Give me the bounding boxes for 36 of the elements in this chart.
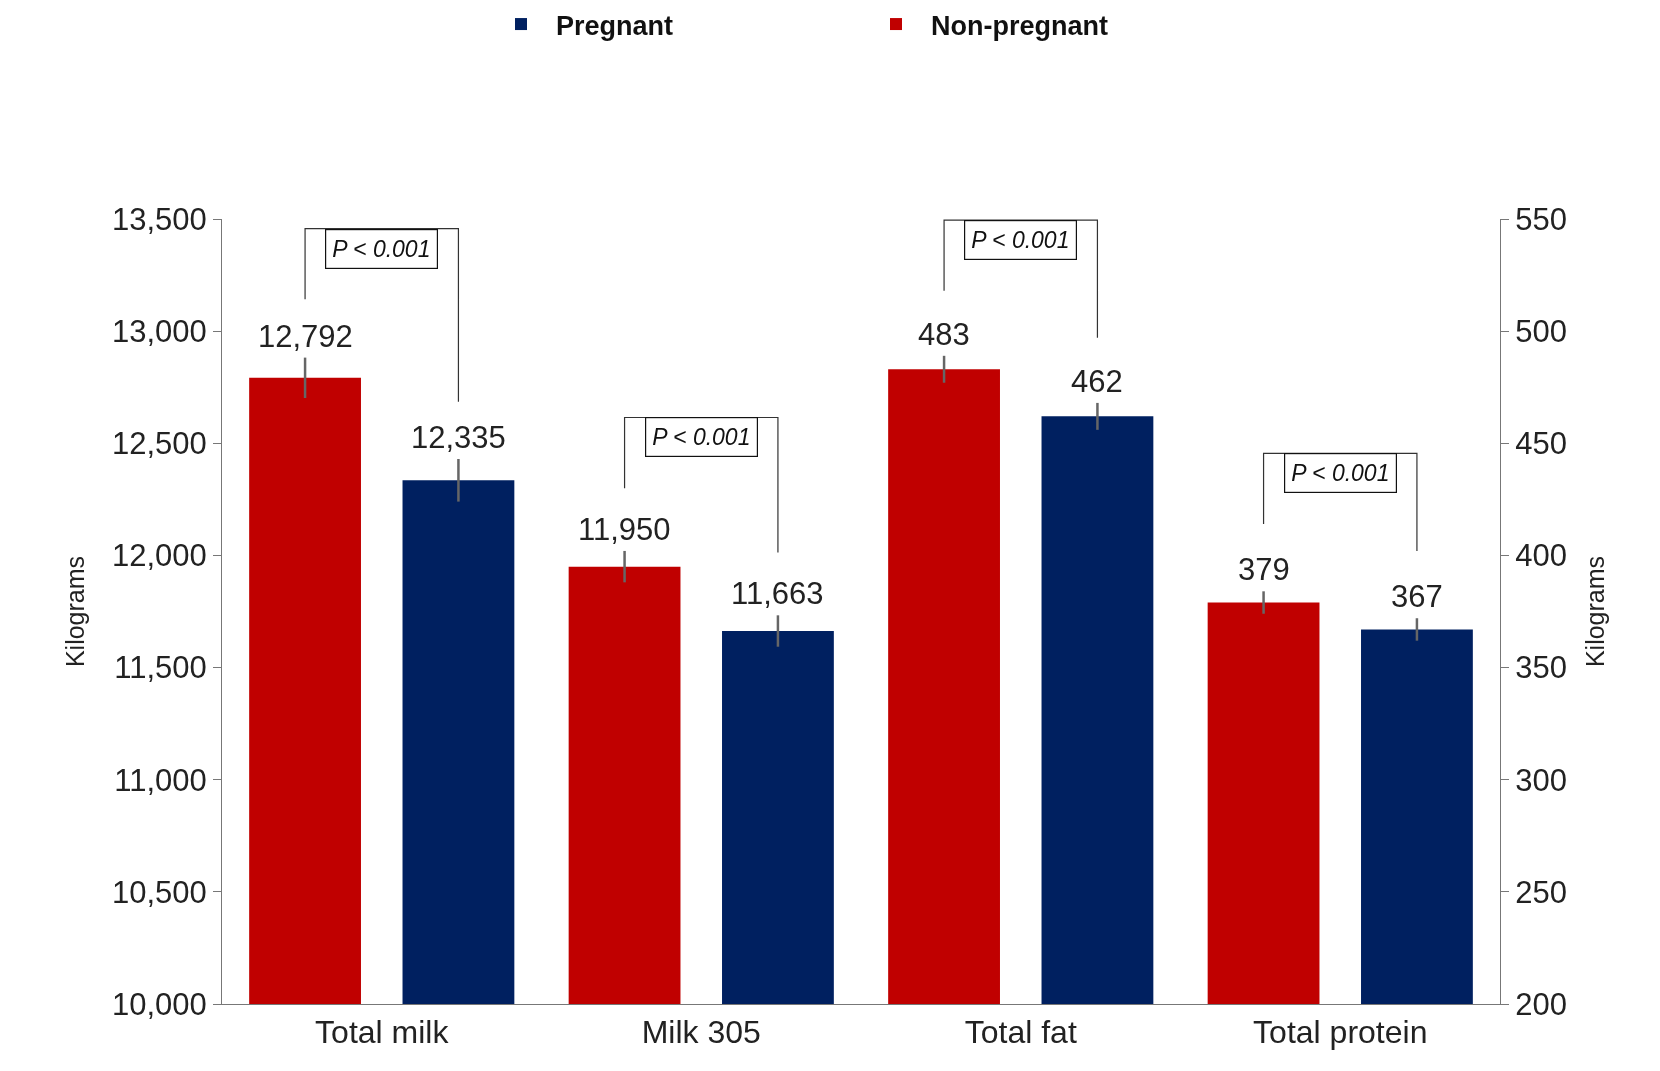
x-tick-label: Milk 305 xyxy=(641,1014,761,1051)
x-tick-label: Total milk xyxy=(315,1014,450,1051)
annotation: P < 0.001 xyxy=(1291,460,1390,487)
legend-label: Pregnant xyxy=(556,10,674,41)
x-tick-label: Total protein xyxy=(1253,1014,1428,1051)
data-label: 11,663 xyxy=(731,576,824,611)
y-tick-label: 13,500 xyxy=(111,201,207,237)
annotation: P < 0.001 xyxy=(652,424,751,451)
data-label: 12,792 xyxy=(258,319,353,354)
data-label: 462 xyxy=(1071,364,1123,399)
y2-tick-label: 250 xyxy=(1515,874,1567,910)
y2-tick-label: 400 xyxy=(1515,538,1567,574)
y2-tick-label: 300 xyxy=(1515,762,1567,798)
y-axis-title: Kilograms xyxy=(60,555,89,668)
y-tick-label: 10,000 xyxy=(111,986,207,1022)
y2-tick-label: 200 xyxy=(1515,986,1567,1022)
x-tick-label: Total fat xyxy=(964,1014,1077,1051)
y-tick-label: 11,500 xyxy=(114,650,207,686)
y-tick-label: 10,500 xyxy=(111,874,207,910)
data-label: 379 xyxy=(1238,552,1290,587)
data-label: 483 xyxy=(918,317,970,352)
y2-tick-label: 450 xyxy=(1515,426,1567,462)
y-tick-label: 12,500 xyxy=(111,426,207,462)
data-label: 367 xyxy=(1391,579,1443,614)
y-tick-label: 13,000 xyxy=(111,313,207,349)
annotation: P < 0.001 xyxy=(332,236,431,263)
y2-tick-label: 350 xyxy=(1515,650,1567,686)
y2-tick-label: 500 xyxy=(1515,313,1567,349)
y2-axis-title: Kilograms xyxy=(1580,555,1609,668)
y-tick-label: 12,000 xyxy=(111,538,207,574)
data-label: 11,950 xyxy=(578,512,671,547)
legend-label: Non-pregnant xyxy=(931,10,1108,41)
annotation: P < 0.001 xyxy=(971,227,1070,254)
data-label: 12,335 xyxy=(411,420,506,455)
y2-tick-label: 550 xyxy=(1515,201,1567,237)
y-tick-label: 11,000 xyxy=(114,762,207,798)
